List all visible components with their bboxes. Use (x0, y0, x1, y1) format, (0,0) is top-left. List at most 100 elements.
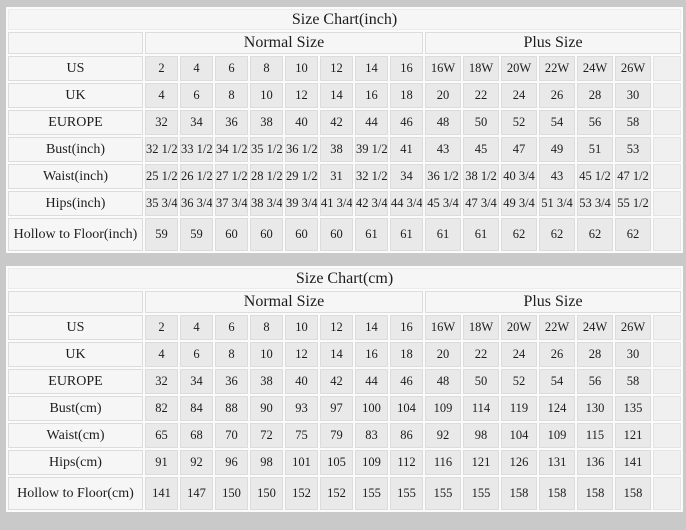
size-value-cell: 39 1/2 (355, 137, 388, 162)
row-label: UK (8, 83, 143, 108)
size-value-cell: 36 1/2 (425, 164, 461, 189)
size-value-cell: 83 (355, 423, 388, 448)
table-row-uk: UK 4 6 8 10 12 14 16 18 20 22 24 26 28 30 (8, 83, 682, 108)
size-value-cell: 104 (390, 396, 423, 421)
size-value-cell: 18 (390, 83, 423, 108)
size-value-cell: 29 1/2 (285, 164, 318, 189)
size-value-cell: 20W (501, 315, 537, 340)
table-row-europe: EUROPE 32 34 36 38 40 42 44 46 48 50 52 54 56 58 (8, 110, 682, 135)
size-value-cell: 155 (355, 477, 388, 510)
size-value-cell: 35 1/2 (250, 137, 283, 162)
size-value-cell: 47 (501, 137, 537, 162)
size-value-cell: 24 (501, 342, 537, 367)
size-value-cell: 4 (145, 83, 178, 108)
size-value-cell: 12 (320, 315, 353, 340)
size-value-cell: 33 1/2 (180, 137, 213, 162)
size-value-cell: 24 (501, 83, 537, 108)
size-value-cell: 60 (285, 218, 318, 251)
table-title: Size Chart(inch) (8, 9, 682, 30)
size-value-cell: 65 (145, 423, 178, 448)
column-group-row: Normal Size Plus Size (8, 291, 682, 313)
size-chart-inch-table: Size Chart(inch) Normal Size Plus Size US 2 4… (6, 7, 684, 253)
size-value-cell: 30 (615, 83, 651, 108)
size-value-cell: 32 (145, 369, 178, 394)
empty-cell (653, 164, 682, 189)
size-value-cell: 52 (501, 110, 537, 135)
size-value-cell: 84 (180, 396, 213, 421)
size-value-cell: 41 3/4 (320, 191, 353, 216)
size-value-cell: 4 (180, 315, 213, 340)
size-value-cell: 150 (250, 477, 283, 510)
size-value-cell: 31 (320, 164, 353, 189)
table-title: Size Chart(cm) (8, 268, 682, 289)
size-value-cell: 58 (615, 369, 651, 394)
size-value-cell: 36 (215, 369, 248, 394)
size-value-cell: 105 (320, 450, 353, 475)
empty-cell (653, 315, 682, 340)
size-value-cell: 45 (463, 137, 499, 162)
size-value-cell: 60 (250, 218, 283, 251)
corner-cell (8, 291, 143, 313)
size-value-cell: 147 (180, 477, 213, 510)
empty-cell (653, 218, 682, 251)
size-value-cell: 22W (539, 56, 575, 81)
size-value-cell: 38 (250, 110, 283, 135)
size-value-cell: 26 1/2 (180, 164, 213, 189)
table-row-waist-cm: Waist(cm) 65 68 70 72 75 79 83 86 92 98 104 109 115 12… (8, 423, 682, 448)
size-value-cell: 101 (285, 450, 318, 475)
row-label: Hips(cm) (8, 450, 143, 475)
size-value-cell: 60 (215, 218, 248, 251)
size-value-cell: 53 3/4 (577, 191, 613, 216)
size-value-cell: 49 (539, 137, 575, 162)
empty-cell (653, 83, 682, 108)
row-label: Waist(inch) (8, 164, 143, 189)
size-value-cell: 22 (463, 342, 499, 367)
size-value-cell: 136 (577, 450, 613, 475)
size-value-cell: 14 (355, 56, 388, 81)
size-value-cell: 114 (463, 396, 499, 421)
table-row-us: US 2 4 6 8 10 12 14 16 16W 18W 20W 22W 24W 26W (8, 56, 682, 81)
row-label: Bust(cm) (8, 396, 143, 421)
size-value-cell: 62 (539, 218, 575, 251)
size-value-cell: 96 (215, 450, 248, 475)
size-value-cell: 104 (501, 423, 537, 448)
size-value-cell: 40 (285, 110, 318, 135)
size-value-cell: 158 (539, 477, 575, 510)
empty-cell (653, 342, 682, 367)
size-value-cell: 44 (355, 110, 388, 135)
size-value-cell: 52 (501, 369, 537, 394)
size-value-cell: 48 (425, 369, 461, 394)
size-value-cell: 61 (355, 218, 388, 251)
size-value-cell: 14 (355, 315, 388, 340)
size-value-cell: 40 3/4 (501, 164, 537, 189)
size-value-cell: 79 (320, 423, 353, 448)
size-value-cell: 115 (577, 423, 613, 448)
table-row-hips-inch: Hips(inch) 35 3/4 36 3/4 37 3/4 38 3/4 39 3/4… (8, 191, 682, 216)
size-value-cell: 92 (180, 450, 213, 475)
size-value-cell: 6 (180, 342, 213, 367)
table-row-waist-inch: Waist(inch) 25 1/2 26 1/2 27 1/2 28 1/2 29 1/… (8, 164, 682, 189)
size-value-cell: 61 (463, 218, 499, 251)
size-value-cell: 72 (250, 423, 283, 448)
size-value-cell: 158 (577, 477, 613, 510)
row-label: Hollow to Floor(inch) (8, 218, 143, 251)
size-value-cell: 75 (285, 423, 318, 448)
size-value-cell: 62 (615, 218, 651, 251)
empty-cell (653, 423, 682, 448)
size-value-cell: 93 (285, 396, 318, 421)
size-value-cell: 43 (539, 164, 575, 189)
size-value-cell: 112 (390, 450, 423, 475)
size-value-cell: 51 (577, 137, 613, 162)
table-row-hollow-to-floor-cm: Hollow to Floor(cm) 141 147 150 150 152 152 155… (8, 477, 682, 510)
size-value-cell: 50 (463, 369, 499, 394)
size-value-cell: 150 (215, 477, 248, 510)
size-value-cell: 60 (320, 218, 353, 251)
size-value-cell: 55 1/2 (615, 191, 651, 216)
size-value-cell: 121 (615, 423, 651, 448)
table-row-bust-inch: Bust(inch) 32 1/2 33 1/2 34 1/2 35 1/2 36 1/2… (8, 137, 682, 162)
empty-cell (653, 369, 682, 394)
size-value-cell: 32 (145, 110, 178, 135)
row-label: EUROPE (8, 369, 143, 394)
table-row-europe: EUROPE 32 34 36 38 40 42 44 46 48 50 52 54 56 58 (8, 369, 682, 394)
